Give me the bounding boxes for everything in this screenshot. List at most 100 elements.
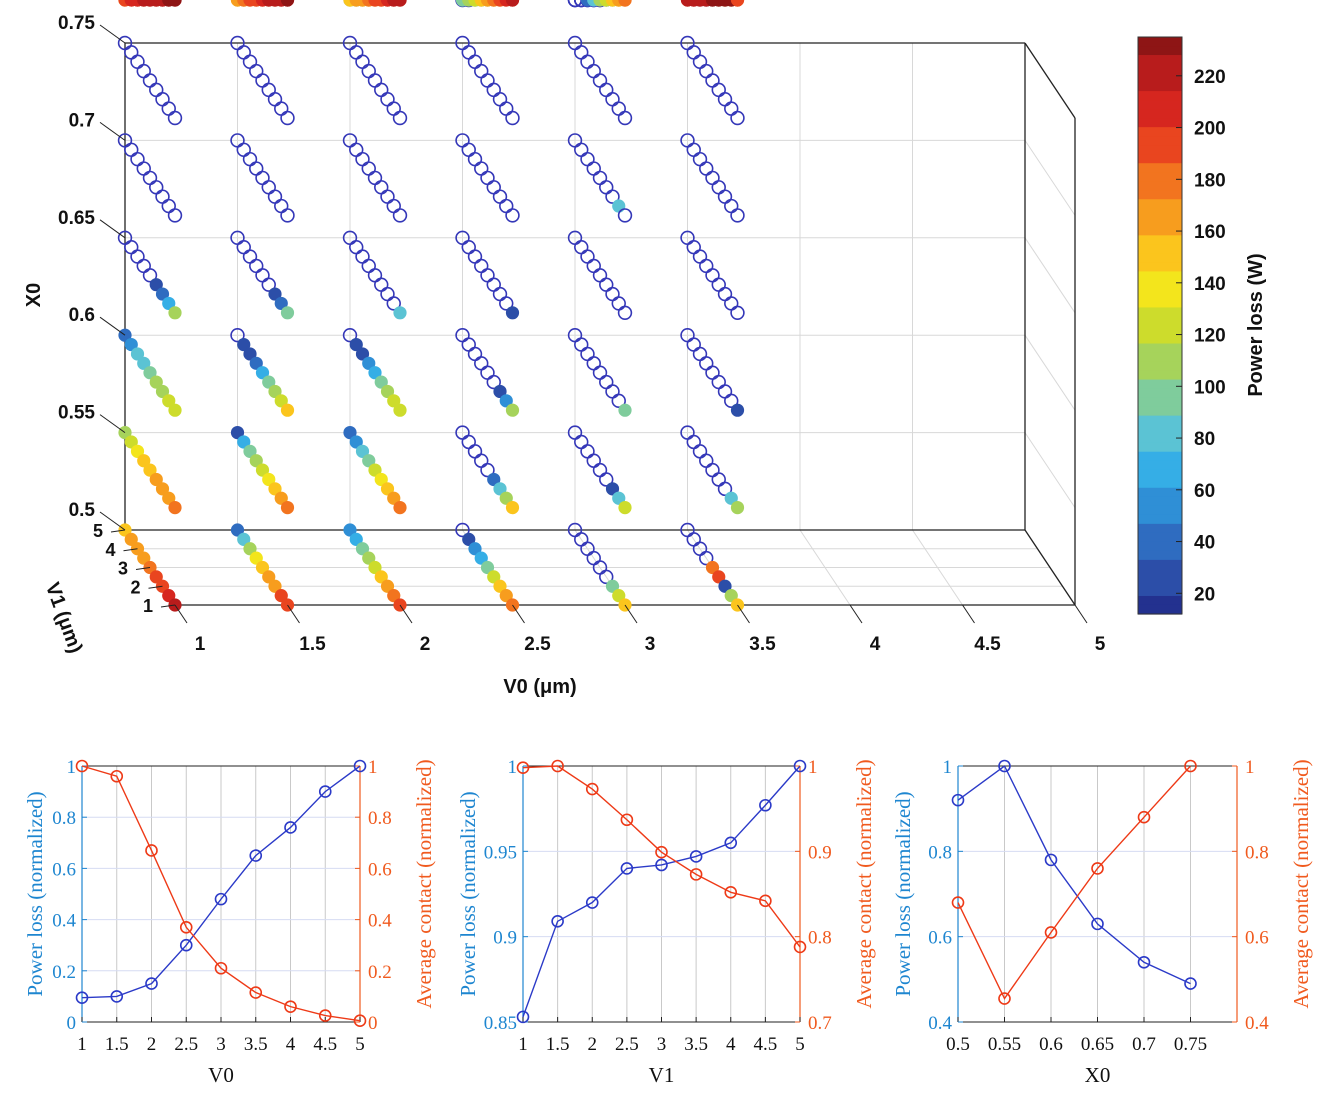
x-tick-mark-8	[1074, 604, 1088, 624]
p3-power-marker-6	[1184, 977, 1197, 990]
colorbar-swatch-8	[1138, 109, 1182, 119]
p1-series-line-power	[81, 765, 361, 999]
p1-x-tick-label-8: 5	[355, 1034, 365, 1055]
colorbar-swatch-48	[1138, 469, 1182, 480]
z-tick-mark-2	[99, 316, 126, 336]
point-x6-z6-5	[705, 560, 720, 575]
point-x2-z5-6	[262, 472, 276, 487]
grid-side-z-2	[1024, 237, 1076, 314]
point-x3-z4-5	[368, 366, 382, 380]
colorbar-swatch-58	[1138, 559, 1182, 570]
point-x2-z4-3	[243, 347, 257, 361]
colorbar-swatch-15	[1138, 172, 1182, 182]
p2-ylabel-right: Average contact (normalized)	[852, 759, 876, 1008]
colorbar-swatch-6	[1138, 91, 1182, 101]
point-x1-z5-4	[137, 454, 151, 468]
point-x5-z4-8	[611, 393, 626, 409]
point-x2-z5-9	[280, 501, 295, 515]
colorbar-swatch-54	[1138, 523, 1182, 534]
point-x3-z9-9	[393, 0, 407, 7]
point-x1-z5-2	[124, 435, 138, 449]
point-x2-z6-8	[274, 589, 288, 603]
p1-yl-tick-label-3: 0.6	[52, 859, 76, 880]
p3-x-tick-label-0: 0.5	[946, 1034, 970, 1055]
p1-power-marker-9	[353, 759, 367, 773]
colorbar-tick-label-8: 180	[1194, 170, 1226, 191]
point-x4-z6-6	[487, 570, 501, 584]
p2-contact-marker-5	[655, 845, 668, 859]
p2-contact-marker-8	[759, 894, 772, 908]
x-tick-label-7: 4.5	[974, 634, 1001, 655]
point-x5-z9-2	[574, 0, 589, 8]
p3-yl-tick-label-0: 0.4	[928, 1013, 952, 1034]
p2-contact-marker-9	[793, 940, 807, 954]
p1-contact-marker-4	[179, 920, 193, 934]
point-x2-z4-4	[249, 356, 263, 370]
point-x1-z4-6	[149, 375, 163, 389]
point-x3-z4-7	[380, 384, 395, 399]
point-x3-z5-4	[362, 454, 376, 468]
point-x2-z6-2	[237, 532, 251, 546]
point-x6-z5-9	[730, 501, 745, 515]
colorbar-swatch-41	[1138, 406, 1182, 417]
point-x5-z6-8	[612, 589, 626, 603]
point-x2-z3-7	[268, 287, 282, 301]
p1-power-marker-1	[75, 991, 89, 1004]
colorbar-swatches	[1138, 37, 1182, 615]
p3-contact-marker-6	[1184, 759, 1197, 773]
point-x1-z1-9	[167, 110, 183, 126]
p3-ylabel-left: Power loss (normalized)	[891, 791, 915, 996]
x-tick-mark-0	[174, 604, 188, 624]
point-x2-z6-6	[262, 570, 276, 584]
p2-contact-marker-2	[551, 759, 564, 773]
point-x3-z4-8	[387, 394, 401, 408]
point-x4-z6-5	[480, 560, 495, 575]
point-x1-z6-6	[149, 570, 163, 584]
p2-power-marker-6	[689, 850, 703, 863]
point-x2-z9-9	[280, 0, 295, 7]
colorbar-swatch-0	[1138, 37, 1182, 47]
point-x1-z4-5	[143, 366, 157, 380]
p2-yl-tick-label-3: 1	[508, 757, 518, 778]
point-x5-z5-7	[605, 482, 620, 496]
point-x2-z4-9	[280, 403, 295, 417]
point-x1-z6-8	[162, 589, 176, 603]
point-x1-z4-9	[168, 403, 182, 417]
colorbar-tick-label-4: 100	[1194, 377, 1226, 398]
point-x5-z6-7	[605, 579, 620, 593]
p2-power-marker-1	[516, 1010, 530, 1024]
point-x6-z6-6	[712, 570, 726, 584]
p2-contact-marker-1	[516, 761, 530, 775]
point-x4-z6-7	[493, 579, 507, 593]
p3-yr-tick-label-3: 1	[1245, 757, 1255, 778]
p3-power-marker-3	[1044, 853, 1058, 867]
z-tick-mark-1	[99, 414, 126, 434]
point-x4-z6-4	[474, 551, 488, 565]
point-x2-z5-4	[249, 454, 263, 468]
p1-power-marker-5	[214, 892, 228, 906]
colorbar-swatch-18	[1138, 199, 1182, 209]
colorbar-swatch-17	[1138, 190, 1182, 200]
grid-side-z-1	[1024, 140, 1076, 216]
colorbar-tick-label-1: 40	[1194, 533, 1215, 554]
p1-yl-tick-label-5: 1	[67, 757, 77, 778]
colorbar-swatch-28	[1138, 289, 1182, 300]
colorbar-swatch-10	[1138, 127, 1182, 137]
point-x5-z2-9	[617, 208, 633, 223]
colorbar-swatch-34	[1138, 343, 1182, 354]
point-x1-z3-5	[142, 268, 158, 283]
point-x5-z9-1	[567, 0, 583, 8]
y-tick-mark-2	[135, 567, 151, 570]
p3-yl-tick-label-3: 1	[943, 757, 953, 778]
p2-x-tick-label-2: 2	[588, 1034, 598, 1055]
p3-power-marker-5	[1137, 955, 1151, 969]
colorbar-swatch-39	[1138, 388, 1182, 399]
colorbar-swatch-26	[1138, 271, 1182, 282]
point-x3-z6-6	[374, 570, 388, 584]
point-x3-z6-3	[355, 542, 370, 556]
colorbar-ticks: 20 40 60 80 100 120 140 160 180 200 220	[1176, 67, 1226, 605]
p1-x-tick-label-6: 4	[286, 1034, 296, 1055]
z-tick-label-1: 0.55	[58, 403, 95, 424]
p1-yl-tick-label-4: 0.8	[52, 808, 76, 829]
colorbar-tick-label-2: 60	[1194, 481, 1215, 502]
